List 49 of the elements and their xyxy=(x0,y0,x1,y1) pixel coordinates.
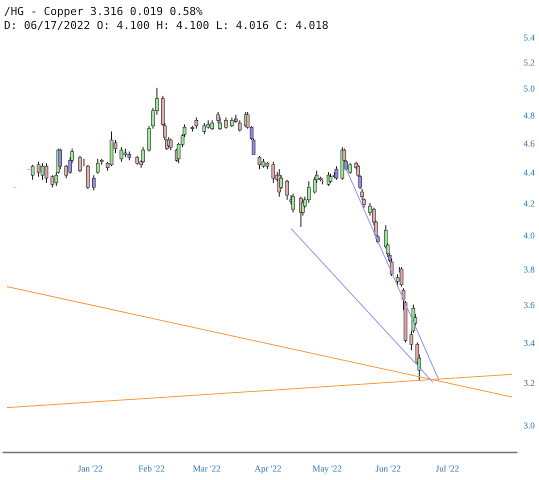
x-tick-label: Feb '22 xyxy=(138,464,165,474)
candlestick xyxy=(285,179,289,200)
candlestick xyxy=(96,158,100,174)
candlestick xyxy=(348,162,352,174)
y-tick-label: 3.8 xyxy=(524,264,536,274)
candlestick xyxy=(202,122,206,135)
x-tick-label: Mar '22 xyxy=(192,464,221,474)
candlestick xyxy=(40,162,44,180)
x-tick-label: May '22 xyxy=(312,464,342,474)
y-tick-label: 3.2 xyxy=(524,378,535,388)
chart-title: /HG - Copper 3.316 0.019 0.58% xyxy=(4,5,204,18)
candlestick xyxy=(30,164,34,180)
candlestick xyxy=(279,174,283,190)
candlestick xyxy=(230,117,234,128)
candlestick xyxy=(147,125,151,152)
y-tick-label: 4.2 xyxy=(524,198,535,208)
y-tick-label: 3.0 xyxy=(524,420,536,431)
candlestick xyxy=(120,146,124,162)
candlestick xyxy=(44,162,48,184)
y-tick-label: 3.4 xyxy=(524,338,536,348)
y-tick-label: 5.4 xyxy=(524,32,536,42)
candlestick xyxy=(78,155,82,173)
x-tick-label: Jun '22 xyxy=(376,464,401,474)
y-tick-label: 5.2 xyxy=(524,57,535,68)
candlestick xyxy=(92,174,96,191)
y-tick-label: 4.6 xyxy=(524,138,536,148)
y-tick-label: 5.0 xyxy=(524,83,536,94)
candlestick xyxy=(328,173,332,184)
y-tick-label: 4.0 xyxy=(524,230,536,241)
candlestick xyxy=(168,138,173,151)
candlestick xyxy=(272,161,276,184)
candlestick xyxy=(258,155,262,170)
candlestick xyxy=(36,161,40,178)
candlestick xyxy=(50,174,54,188)
candlestick xyxy=(86,164,90,190)
candlestick xyxy=(194,117,198,130)
candlestick xyxy=(291,193,295,213)
candlestick xyxy=(210,120,214,131)
x-tick-label: Jul '22 xyxy=(436,464,460,474)
candlestick xyxy=(307,180,311,204)
candlestick xyxy=(141,146,145,164)
chart-subtitle: D: 06/17/2022 O: 4.100 H: 4.100 L: 4.016 C: 4.018 xyxy=(4,19,329,32)
y-tick-label: 4.8 xyxy=(524,110,536,120)
candlestick xyxy=(224,117,228,130)
candlestick xyxy=(58,148,62,170)
x-tick-label: Jan '22 xyxy=(78,464,103,474)
y-tick-label: 4.4 xyxy=(524,168,536,178)
y-tick-label: 3.6 xyxy=(524,300,536,310)
x-tick-label: Apr '22 xyxy=(254,464,282,474)
